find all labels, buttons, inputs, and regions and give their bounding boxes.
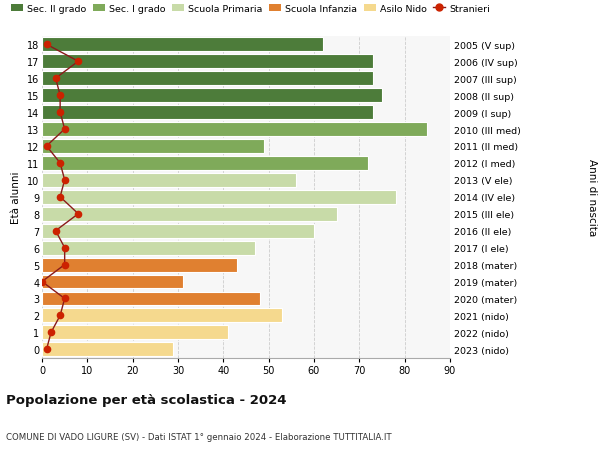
Text: COMUNE DI VADO LIGURE (SV) - Dati ISTAT 1° gennaio 2024 - Elaborazione TUTTITALI: COMUNE DI VADO LIGURE (SV) - Dati ISTAT … [6,431,392,441]
Text: Popolazione per età scolastica - 2024: Popolazione per età scolastica - 2024 [6,393,287,406]
Bar [42,224,314,238]
Legend: Sec. II grado, Sec. I grado, Scuola Primaria, Scuola Infanzia, Asilo Nido, Stran: Sec. II grado, Sec. I grado, Scuola Prim… [11,5,490,14]
Bar [42,241,255,255]
Bar [42,140,264,154]
Bar [42,106,373,120]
Bar [42,207,337,221]
Bar [42,258,237,272]
Bar [42,309,282,323]
Y-axis label: Anni di nascita: Anni di nascita [587,159,598,236]
Bar [42,72,373,86]
Bar [42,326,228,340]
Bar [42,292,260,306]
Bar [42,157,368,170]
Bar [42,38,323,52]
Bar [42,89,382,103]
Bar [42,123,427,137]
Y-axis label: Età alunni: Età alunni [11,171,21,224]
Bar [42,342,173,357]
Bar [42,174,296,187]
Bar [42,275,182,289]
Bar [42,55,373,69]
Bar [42,190,395,204]
